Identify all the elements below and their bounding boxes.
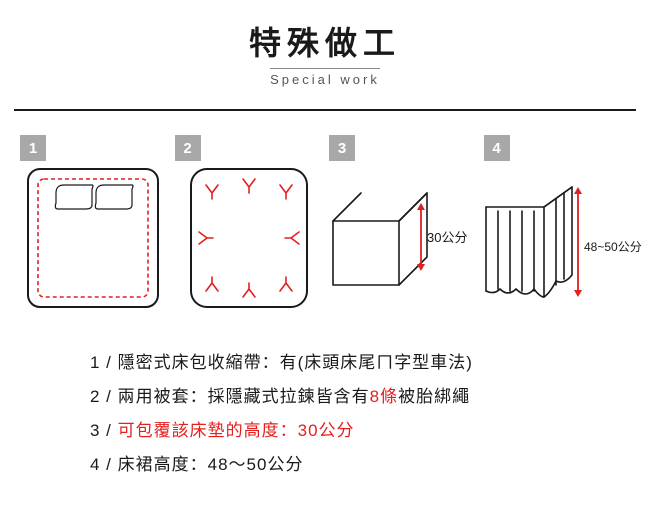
line-2: 2 / 兩用被套：採隱藏式拉鍊皆含有8條被胎綁繩: [90, 380, 650, 414]
line-3: 3 / 可包覆該床墊的高度：30公分: [90, 414, 650, 448]
panel-3-label: 30公分: [427, 230, 467, 245]
line-4-text: 床裙高度：48～50公分: [112, 455, 304, 474]
line-2-a: 兩用被套：採隱藏式拉鍊皆含有: [112, 387, 370, 406]
line-2-red: 8條: [370, 387, 398, 406]
panels: 1 2: [0, 111, 650, 310]
panel-3: 3 30公分: [329, 135, 476, 310]
descriptions: 1 / 隱密式床包收縮帶：有(床頭床尾ㄇ字型車法) 2 / 兩用被套：採隱藏式拉…: [90, 346, 650, 482]
line-1-num: 1 /: [90, 353, 112, 372]
panel-1-svg: [20, 135, 168, 310]
line-4-num: 4 /: [90, 455, 112, 474]
line-2-b: 被胎綁繩: [398, 387, 470, 406]
line-3-num: 3 /: [90, 421, 112, 440]
line-2-num: 2 /: [90, 387, 112, 406]
title: 特殊做工: [0, 18, 650, 64]
panel-3-svg: 30公分: [329, 135, 477, 310]
line-1-text: 隱密式床包收縮帶：有(床頭床尾ㄇ字型車法): [112, 353, 473, 372]
panel-4: 4: [484, 135, 631, 310]
subtitle: Special work: [270, 68, 380, 87]
panel-4-svg: 48~50公分: [484, 135, 642, 320]
panel-2-svg: [175, 135, 323, 310]
panel-4-label: 48~50公分: [584, 240, 642, 254]
line-1: 1 / 隱密式床包收縮帶：有(床頭床尾ㄇ字型車法): [90, 346, 650, 380]
panel-1: 1: [20, 135, 167, 310]
line-3-red: 可包覆該床墊的高度：30公分: [112, 421, 355, 440]
line-4: 4 / 床裙高度：48～50公分: [90, 448, 650, 482]
panel-2: 2: [175, 135, 322, 310]
